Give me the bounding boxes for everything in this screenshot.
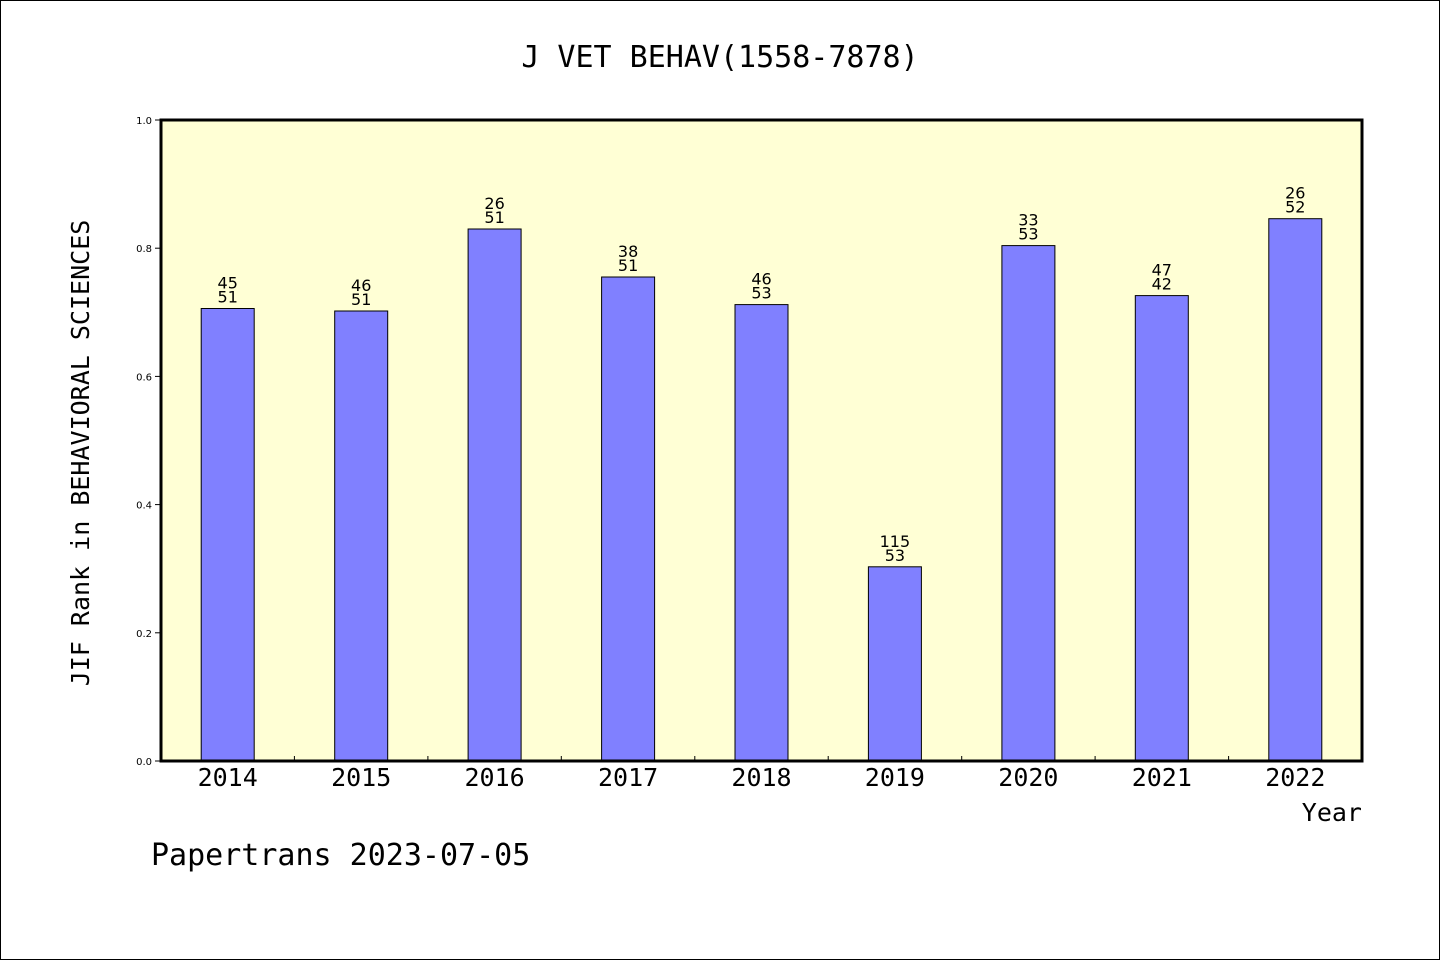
bar-label-total-2022: 52 [1285, 198, 1305, 217]
bar-2014 [200, 308, 255, 762]
y-tick-label-0.6: 0.6 [136, 372, 152, 383]
bar-2015 [334, 310, 389, 762]
x-tick-label-2021: 2021 [1132, 763, 1192, 792]
bar-label-total-2018: 53 [751, 284, 771, 303]
chart-title: J VET BEHAV(1558-7878) [521, 40, 918, 75]
bars-layer [200, 218, 1323, 762]
x-tick-label-2020: 2020 [998, 763, 1058, 792]
bar-label-total-2020: 53 [1018, 225, 1038, 244]
footer-credit: Papertrans 2023-07-05 [151, 838, 530, 873]
bar-label-total-2021: 42 [1152, 275, 1172, 294]
x-tick-label-2019: 2019 [865, 763, 925, 792]
x-tick-label-2017: 2017 [598, 763, 658, 792]
bar-2017 [601, 276, 656, 762]
y-axis: 0.0 0.2 0.4 0.6 0.8 1.0 [136, 116, 161, 768]
bar-label-rank-2016: 26 [484, 194, 504, 213]
bar-label-total-2015: 51 [351, 290, 371, 309]
x-tick-label-2018: 2018 [731, 763, 791, 792]
bar-label-rank-2021: 47 [1152, 261, 1172, 280]
bar-label-total-2014: 51 [218, 288, 238, 307]
bar-2018 [734, 304, 789, 762]
x-tick-label-2016: 2016 [464, 763, 524, 792]
x-axis-label: Year [1302, 798, 1362, 827]
bar-label-total-2017: 51 [618, 256, 638, 275]
bar-label-rank-2019: 115 [880, 532, 911, 551]
bar-2022 [1268, 218, 1323, 762]
y-tick-label-0.4: 0.4 [136, 501, 152, 512]
bar-label-rank-2018: 46 [751, 270, 771, 289]
x-tick-label-2022: 2022 [1265, 763, 1325, 792]
x-axis: 2014 2015 2016 2017 2018 2019 2020 2021 2022 [198, 756, 1325, 792]
bar-label-total-2019: 53 [885, 546, 905, 565]
y-tick-label-0.8: 0.8 [136, 244, 152, 255]
bar-label-rank-2022: 26 [1285, 184, 1305, 203]
y-tick-label-0.0: 0.0 [136, 757, 152, 768]
bar-label-total-2016: 51 [484, 208, 504, 227]
x-tick-label-2015: 2015 [331, 763, 391, 792]
plot-frame [159, 118, 1364, 763]
bar-label-rank-2020: 33 [1018, 211, 1038, 230]
bar-2019 [867, 566, 922, 762]
x-tick-label-2014: 2014 [198, 763, 258, 792]
bar-2016 [467, 228, 522, 762]
y-tick-label-1.0: 1.0 [136, 116, 152, 127]
bar-2020 [1001, 245, 1056, 762]
bar-label-rank-2017: 38 [618, 242, 638, 261]
bar-label-rank-2014: 45 [218, 274, 238, 293]
y-axis-label: JIF Rank in BEHAVIORAL SCIENCES [66, 220, 95, 687]
bar-label-rank-2015: 46 [351, 276, 371, 295]
y-tick-label-0.2: 0.2 [136, 629, 152, 640]
bar-2021 [1134, 295, 1189, 762]
